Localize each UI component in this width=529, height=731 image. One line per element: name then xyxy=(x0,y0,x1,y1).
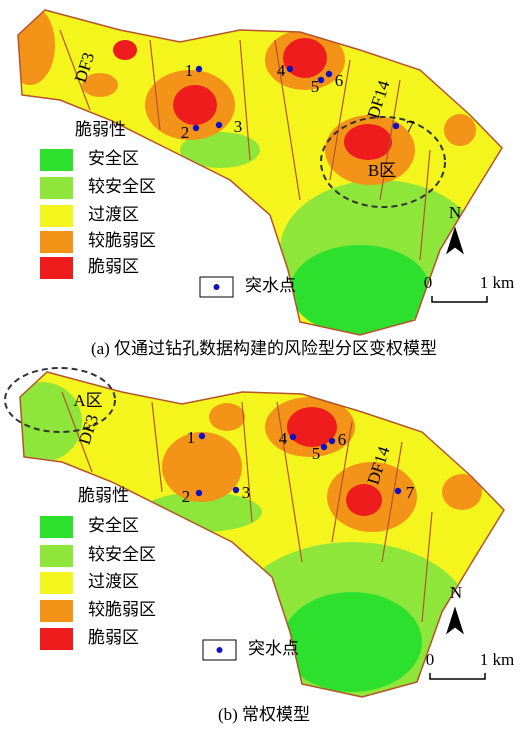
water-point xyxy=(289,433,297,441)
water-point xyxy=(198,432,206,440)
legend-label: 过渡区 xyxy=(88,572,139,591)
legend-label: 较安全区 xyxy=(88,177,156,196)
water-point xyxy=(325,70,333,78)
legend-swatch xyxy=(40,231,73,253)
legend-swatch xyxy=(40,516,73,538)
point-label: 6 xyxy=(338,430,347,449)
legend-label: 安全区 xyxy=(88,516,139,535)
legend-swatch xyxy=(40,177,73,199)
water-point xyxy=(392,122,400,130)
legend-swatch xyxy=(40,628,73,650)
point-label: 2 xyxy=(181,123,190,142)
water-point xyxy=(286,65,294,73)
point-label: 5 xyxy=(311,77,320,96)
water-point xyxy=(317,76,325,84)
legend-label: 安全区 xyxy=(88,149,139,168)
point-label: 6 xyxy=(335,71,344,90)
north-label: N xyxy=(449,203,461,222)
scale-label: 0 xyxy=(426,650,435,669)
water-point-symbol xyxy=(213,284,220,290)
water-point xyxy=(232,486,240,494)
legend-label: 较脆弱区 xyxy=(88,600,156,619)
zone-label: B区 xyxy=(368,161,396,180)
legend-label: 过渡区 xyxy=(88,205,139,224)
water-point-symbol xyxy=(216,647,223,653)
water-point-label: 突水点 xyxy=(248,639,299,658)
legend-swatch xyxy=(40,149,73,171)
water-point xyxy=(192,124,200,132)
scale-label: 1 km xyxy=(480,650,514,669)
water-point xyxy=(394,487,402,495)
legend-label: 脆弱区 xyxy=(88,257,139,276)
legend-title: 脆弱性 xyxy=(78,486,129,505)
point-label: 5 xyxy=(312,444,321,463)
legend-swatch xyxy=(40,572,73,594)
zone-outline xyxy=(4,367,116,433)
water-point xyxy=(320,443,328,451)
water-point xyxy=(195,489,203,497)
water-point xyxy=(215,121,223,129)
legend-label: 脆弱区 xyxy=(88,628,139,647)
water-point xyxy=(328,437,336,445)
point-label: 7 xyxy=(406,117,415,136)
point-label: 4 xyxy=(279,429,288,448)
caption: (a) 仅通过钻孔数据构建的风险型分区变权模型 xyxy=(91,339,437,358)
point-label: 3 xyxy=(242,483,251,502)
legend-label: 较脆弱区 xyxy=(88,231,156,250)
map-b xyxy=(19,371,505,698)
north-label: N xyxy=(450,583,462,602)
scale-label: 1 km xyxy=(480,273,514,292)
point-label: 1 xyxy=(185,61,194,80)
point-label: 4 xyxy=(277,61,286,80)
scale-label: 0 xyxy=(424,273,433,292)
legend-swatch xyxy=(40,257,73,279)
legend-swatch xyxy=(40,545,73,567)
caption: (b) 常权模型 xyxy=(218,705,310,724)
point-label: 7 xyxy=(406,483,415,502)
legend-title: 脆弱性 xyxy=(75,120,126,139)
legend-swatch xyxy=(40,600,73,622)
legend-label: 较安全区 xyxy=(88,545,156,564)
point-label: 3 xyxy=(234,117,243,136)
legend-swatch xyxy=(40,205,73,227)
point-label: 1 xyxy=(187,428,196,447)
water-point-label: 突水点 xyxy=(245,276,296,295)
water-point xyxy=(195,65,203,73)
zone-label: A区 xyxy=(73,391,102,410)
point-label: 2 xyxy=(182,487,191,506)
